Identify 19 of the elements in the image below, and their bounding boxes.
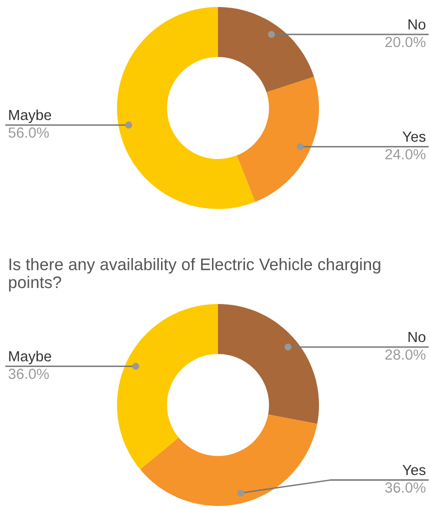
data-label: 36.0%: [8, 368, 49, 380]
slice-label: No: [408, 332, 426, 342]
slice-label: Maybe: [9, 109, 52, 124]
data-label: 56.0%: [8, 127, 49, 138]
slice-label: Yes: [402, 132, 426, 142]
donut-slice: [218, 7, 314, 92]
data-label: 20.0%: [385, 36, 426, 48]
slice-label: Yes: [402, 464, 426, 476]
donut-slice: [236, 76, 319, 202]
slice-label: No: [408, 19, 426, 30]
slice-label: Maybe: [9, 350, 52, 364]
donut-slice: [218, 304, 319, 424]
data-label: 28.0%: [385, 349, 426, 360]
donut-slice: [140, 414, 318, 506]
chart-title: Is there any availability of Electric Vehicle charging points?: [9, 258, 380, 292]
donut-slice: [117, 7, 256, 209]
donut-slice: [117, 304, 218, 470]
data-label: 36.0%: [385, 482, 426, 493]
data-label: 24.0%: [385, 149, 426, 160]
